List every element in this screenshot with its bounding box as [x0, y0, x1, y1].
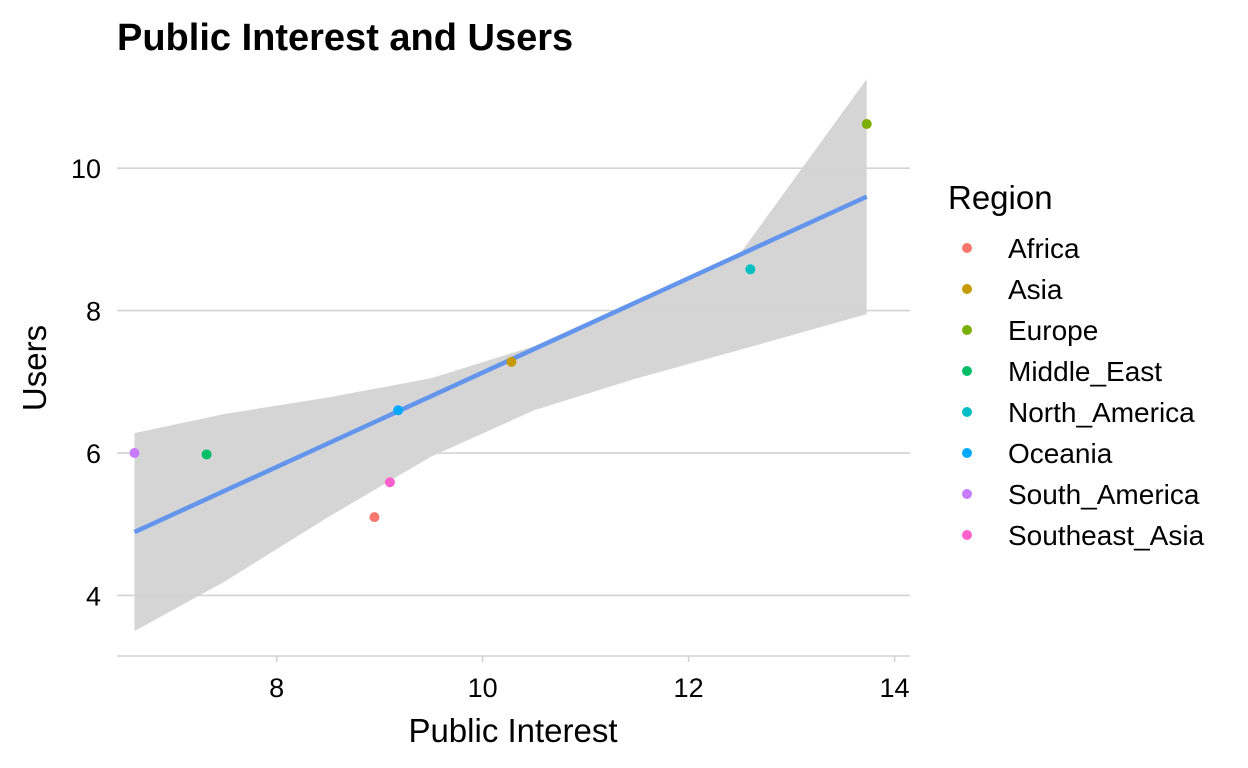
data-points — [129, 118, 872, 523]
y-tick-label: 6 — [86, 439, 101, 469]
regression-line-layer — [133, 194, 868, 535]
legend-key — [962, 448, 972, 458]
confidence-band-layer — [134, 79, 867, 632]
confidence-band — [134, 79, 867, 632]
point-north-america — [745, 264, 756, 275]
legend-key — [962, 243, 972, 253]
legend-label: Middle_East — [1008, 356, 1162, 387]
legend-key — [962, 366, 972, 376]
legend-key — [962, 530, 972, 540]
point-europe — [861, 118, 872, 129]
legend: Region Africa Asia Europe Middle_East North_… — [948, 179, 1205, 551]
point-oceania — [393, 405, 404, 416]
legend-key — [962, 407, 972, 417]
legend-label: Europe — [1008, 315, 1098, 346]
point-south-america — [129, 448, 140, 459]
regression-line — [133, 194, 868, 535]
point-middle-east — [201, 449, 212, 460]
legend-title: Region — [948, 179, 1053, 216]
legend-key — [962, 284, 972, 294]
x-tick-label: 14 — [880, 673, 910, 703]
y-axis-title: Users — [16, 325, 53, 411]
legend-items: Africa Asia Europe Middle_East North_America… — [962, 233, 1205, 551]
legend-item-middle-east: Middle_East — [962, 356, 1162, 387]
tick-labels: 8 10 12 14 4 6 8 10 — [71, 154, 910, 703]
y-tick-label: 10 — [71, 154, 101, 184]
point-asia — [506, 356, 517, 367]
x-tick-label: 10 — [468, 673, 498, 703]
legend-item-oceania: Oceania — [962, 438, 1113, 469]
x-axis-title: Public Interest — [408, 712, 617, 749]
point-southeast-asia — [384, 477, 395, 488]
y-tick-label: 8 — [86, 297, 101, 327]
legend-item-asia: Asia — [962, 274, 1063, 305]
y-tick-label: 4 — [86, 581, 101, 611]
legend-item-africa: Africa — [962, 233, 1080, 264]
legend-label: South_America — [1008, 479, 1200, 510]
legend-key — [962, 489, 972, 499]
legend-label: Africa — [1008, 233, 1080, 264]
legend-item-north-america: North_America — [962, 397, 1195, 428]
legend-label: North_America — [1008, 397, 1195, 428]
legend-item-europe: Europe — [962, 315, 1098, 346]
chart-title: Public Interest and Users — [117, 17, 573, 59]
legend-item-southeast-asia: Southeast_Asia — [962, 520, 1205, 551]
legend-item-south-america: South_America — [962, 479, 1200, 510]
legend-label: Southeast_Asia — [1008, 520, 1205, 551]
x-tick-label: 12 — [674, 673, 704, 703]
point-africa — [369, 512, 380, 523]
x-tick-label: 8 — [269, 673, 284, 703]
x-axis — [117, 655, 910, 662]
legend-key — [962, 325, 972, 335]
legend-label: Oceania — [1008, 438, 1113, 469]
legend-label: Asia — [1008, 274, 1063, 305]
